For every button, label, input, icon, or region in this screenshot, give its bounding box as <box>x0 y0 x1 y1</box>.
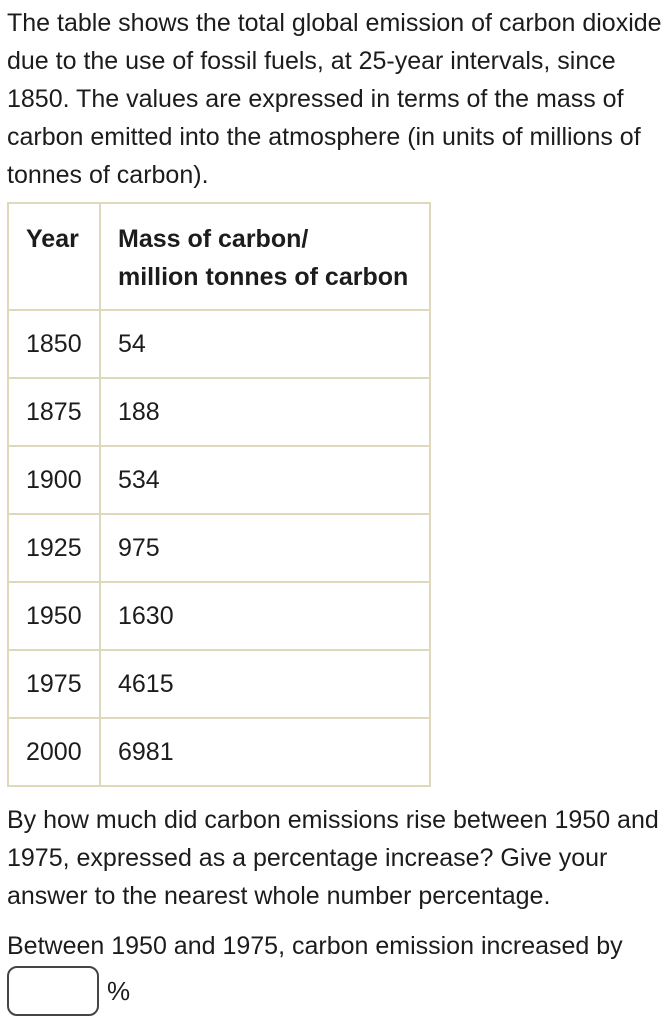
table-row: 1875 188 <box>7 377 431 447</box>
table-row: 2000 6981 <box>7 717 431 787</box>
table-cell-mass: 4615 <box>99 649 431 719</box>
table-row: 1950 1630 <box>7 581 431 651</box>
emissions-table: Year Mass of carbon/ million tonnes of c… <box>7 202 431 787</box>
table-cell-year: 1975 <box>7 649 101 719</box>
table-cell-mass: 975 <box>99 513 431 583</box>
table-row: 1850 54 <box>7 309 431 379</box>
table-cell-year: 1850 <box>7 309 101 379</box>
table-cell-year: 1900 <box>7 445 101 515</box>
answer-row: % <box>7 965 667 1017</box>
question-paragraph: By how much did carbon emissions rise be… <box>7 806 659 910</box>
table-cell-year: 1950 <box>7 581 101 651</box>
table-header-mass-line1: Mass of carbon/ <box>118 225 309 253</box>
intro-paragraph: The table shows the total global emissio… <box>7 9 662 189</box>
table-header-year: Year <box>7 202 101 311</box>
table-header-mass: Mass of carbon/ million tonnes of carbon <box>99 202 431 311</box>
table-row: 1925 975 <box>7 513 431 583</box>
table-cell-mass: 188 <box>99 377 431 447</box>
percent-label: % <box>107 975 131 1006</box>
table-cell-year: 1925 <box>7 513 101 583</box>
answer-input[interactable] <box>7 966 99 1016</box>
table-header-mass-line2: million tonnes of carbon <box>118 263 409 291</box>
table-cell-mass: 54 <box>99 309 431 379</box>
table-row: 1900 534 <box>7 445 431 515</box>
answer-sentence: Between 1950 and 1975, carbon emission i… <box>7 932 623 960</box>
table-cell-mass: 6981 <box>99 717 431 787</box>
table-header-row: Year Mass of carbon/ million tonnes of c… <box>7 202 431 311</box>
table-cell-year: 2000 <box>7 717 101 787</box>
table-row: 1975 4615 <box>7 649 431 719</box>
table-cell-mass: 1630 <box>99 581 431 651</box>
table-cell-year: 1875 <box>7 377 101 447</box>
table-cell-mass: 534 <box>99 445 431 515</box>
